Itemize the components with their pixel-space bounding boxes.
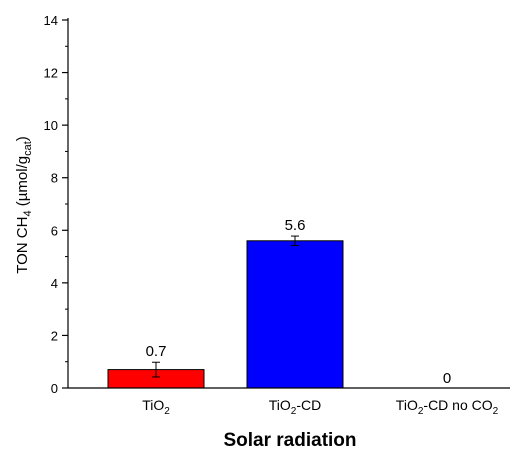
- y-axis: 0 2 4 6 8 10 12 14: [44, 13, 69, 396]
- bar: [246, 240, 344, 389]
- y-axis-title: TON CH4 (µmol/gcat): [14, 136, 34, 274]
- y-tick-label: 10: [44, 118, 58, 133]
- y-tick-label: 14: [44, 13, 58, 28]
- data-label: 0.7: [146, 343, 167, 360]
- data-label: 5.6: [285, 217, 306, 234]
- x-category-label: TiO2-CD no CO2: [396, 397, 499, 417]
- error-bar: [152, 361, 160, 378]
- y-tick-label: 6: [51, 223, 58, 238]
- y-tick-label: 2: [51, 328, 58, 343]
- x-axis-title: Solar radiation: [223, 430, 356, 451]
- y-tick-label: 8: [51, 171, 58, 186]
- error-bars: [152, 235, 299, 378]
- x-category-label: TiO2-CD: [269, 397, 322, 417]
- data-label: 0: [443, 370, 451, 387]
- x-axis: TiO2 TiO2-CD TiO2-CD no CO2: [68, 387, 510, 417]
- x-category-label: TiO2: [142, 397, 170, 417]
- error-bar: [291, 235, 299, 247]
- y-tick-label: 0: [51, 381, 58, 396]
- y-tick-label: 12: [44, 66, 58, 81]
- bars: [107, 240, 344, 389]
- y-tick-label: 4: [51, 276, 58, 291]
- data-labels: 0.7 5.6 0: [146, 217, 452, 387]
